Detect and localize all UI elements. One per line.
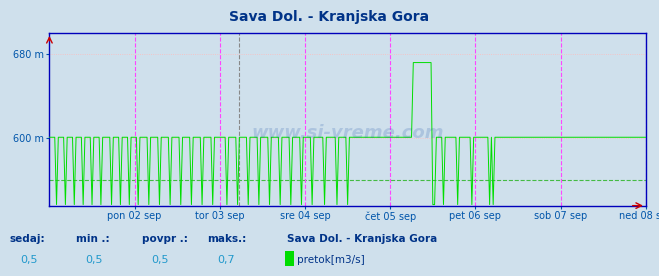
Text: 0,5: 0,5 [20,255,38,265]
Text: 0,7: 0,7 [217,255,235,265]
Text: 0,5: 0,5 [86,255,103,265]
Text: min .:: min .: [76,234,109,244]
Text: pretok[m3/s]: pretok[m3/s] [297,255,364,265]
Text: Sava Dol. - Kranjska Gora: Sava Dol. - Kranjska Gora [287,234,437,244]
Text: povpr .:: povpr .: [142,234,188,244]
Text: sedaj:: sedaj: [10,234,45,244]
Text: 0,5: 0,5 [152,255,169,265]
Text: www.si-vreme.com: www.si-vreme.com [251,124,444,142]
Text: maks.:: maks.: [208,234,247,244]
Text: Sava Dol. - Kranjska Gora: Sava Dol. - Kranjska Gora [229,10,430,24]
